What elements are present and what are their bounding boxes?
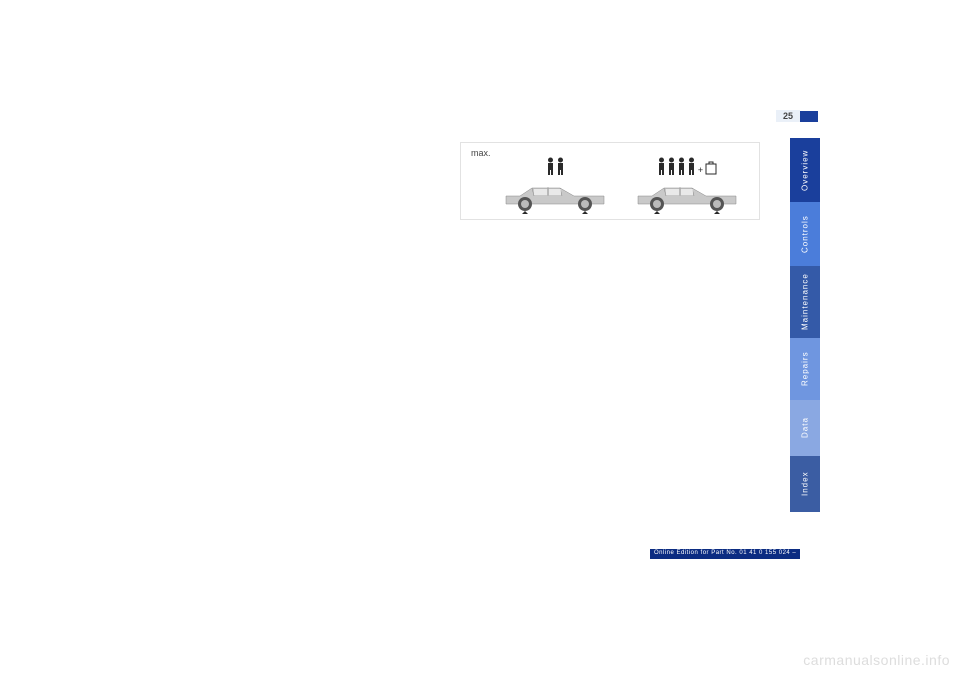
max-label: max.	[471, 148, 491, 158]
watermark: carmanualsonline.info	[803, 652, 950, 668]
page-number-container: 25	[776, 110, 818, 122]
convertible-car-icon	[632, 178, 742, 212]
person-icon	[546, 157, 555, 175]
person-icon	[687, 157, 696, 175]
person-icon	[667, 157, 676, 175]
footer-text: Online Edition for Part No. 01 41 0 155 …	[650, 549, 800, 559]
people-row-right: +	[657, 155, 717, 175]
footer-bar: Online Edition for Part No. 01 41 0 155 …	[650, 549, 800, 559]
page-number-stripe	[800, 111, 818, 122]
person-icon	[657, 157, 666, 175]
page-content-area: 25 Overview Controls Maintenance Repairs…	[120, 110, 820, 565]
tire-pressure-illustration: max.	[460, 142, 760, 220]
page-container: 25 Overview Controls Maintenance Repairs…	[0, 0, 960, 678]
person-icon	[677, 157, 686, 175]
tab-maintenance[interactable]: Maintenance	[790, 266, 820, 338]
person-icon	[556, 157, 565, 175]
page-number: 25	[776, 110, 800, 122]
tab-data[interactable]: Data	[790, 400, 820, 456]
tab-overview[interactable]: Overview	[790, 138, 820, 202]
plus-icon: +	[698, 165, 703, 175]
convertible-car-icon	[500, 178, 610, 212]
tab-index[interactable]: Index	[790, 456, 820, 512]
tab-controls[interactable]: Controls	[790, 202, 820, 266]
tab-repairs[interactable]: Repairs	[790, 338, 820, 400]
car-group-left	[489, 155, 621, 212]
side-tabs: Overview Controls Maintenance Repairs Da…	[790, 138, 820, 512]
car-group-right: +	[621, 155, 753, 212]
people-row-left	[546, 155, 565, 175]
luggage-icon	[705, 161, 717, 175]
